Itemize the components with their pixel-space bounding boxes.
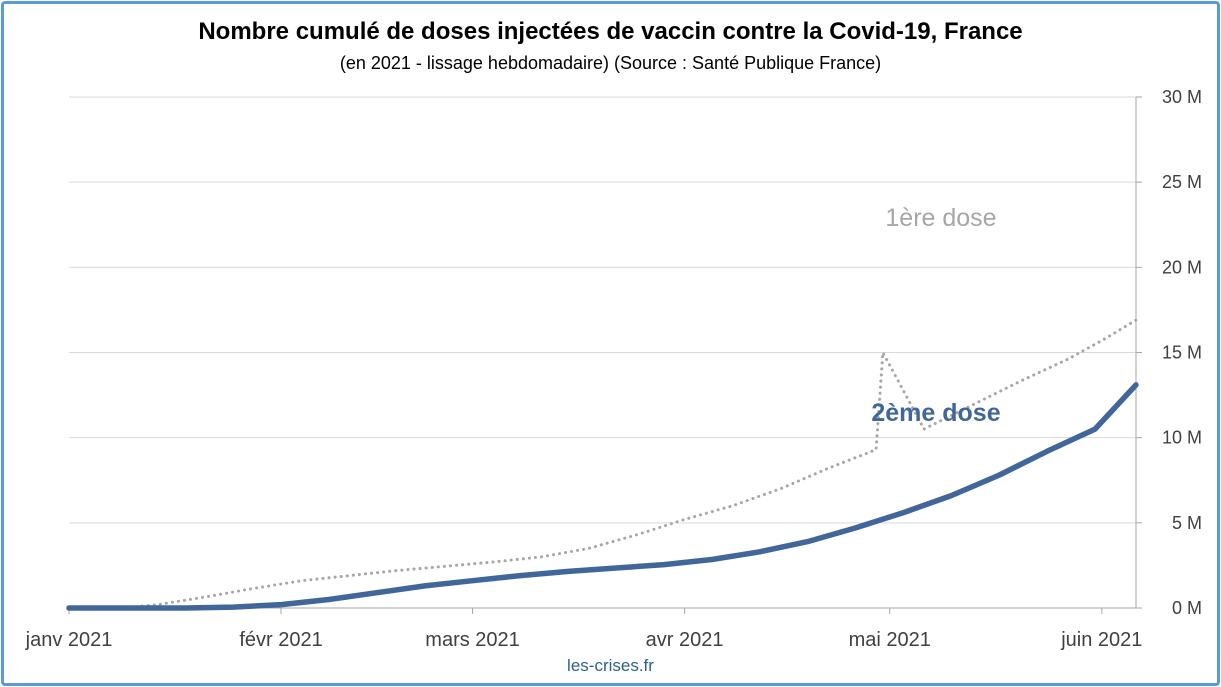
series-label-dose-1: 1ère dose: [885, 204, 996, 232]
x-tick-label: avr 2021: [646, 629, 724, 651]
y-tick-label: 10 M: [1162, 428, 1202, 448]
series-line-dose-2: [66, 382, 1139, 611]
y-tick-label: 20 M: [1162, 257, 1202, 277]
y-tick-label: 15 M: [1162, 343, 1202, 363]
chart-subtitle: (en 2021 - lissage hebdomadaire) (Source…: [339, 53, 882, 73]
source-watermark: les-crises.fr: [567, 656, 654, 675]
y-tick-label: 25 M: [1162, 172, 1202, 192]
x-tick-label: févr 2021: [239, 629, 322, 651]
y-tick-label: 5 M: [1172, 513, 1202, 533]
x-tick-label: janv 2021: [25, 629, 113, 651]
chart-title: Nombre cumulé de doses injectées de vacc…: [198, 18, 1023, 45]
y-tick-label: 30 M: [1162, 87, 1202, 107]
x-tick-label: mai 2021: [849, 629, 931, 651]
series-label-dose-2: 2ème dose: [871, 399, 1000, 427]
series-line-dose-1: [67, 318, 1138, 610]
y-tick-label: 0 M: [1172, 598, 1202, 618]
x-tick-label: juin 2021: [1060, 629, 1142, 651]
x-tick-label: mars 2021: [425, 629, 520, 651]
